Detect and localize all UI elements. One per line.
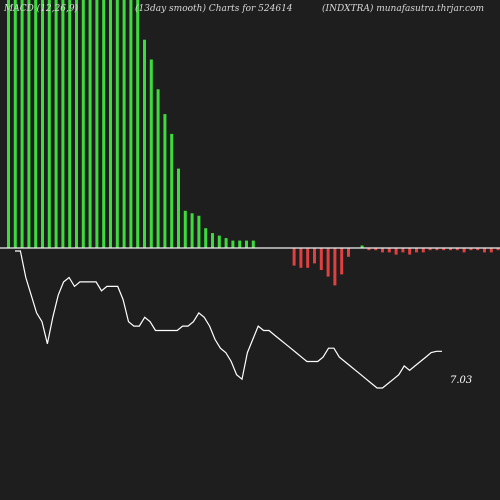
histogram-bar <box>251 240 255 248</box>
histogram-bar <box>442 248 446 251</box>
histogram-bars <box>7 0 500 286</box>
histogram-bar <box>489 248 493 253</box>
histogram-bar <box>217 235 221 248</box>
histogram-bar <box>428 248 432 251</box>
histogram-bar <box>41 0 44 248</box>
histogram-bar <box>374 248 378 251</box>
histogram-bar <box>211 233 214 248</box>
histogram-bar <box>75 0 78 248</box>
histogram-bar <box>224 238 228 248</box>
chart-header-right: (INDXTRA) munafasutra.thrjar.com <box>322 3 484 14</box>
histogram-bar <box>136 0 140 248</box>
histogram-bar <box>408 248 412 255</box>
histogram-bar <box>415 248 418 253</box>
histogram-bar <box>421 248 425 253</box>
histogram-bar <box>360 245 364 248</box>
histogram-bar <box>122 0 126 248</box>
histogram-bar <box>401 248 405 253</box>
histogram-bar <box>435 248 439 251</box>
histogram-bar <box>13 0 17 248</box>
histogram-bar <box>115 0 119 248</box>
histogram-bar <box>34 0 38 248</box>
histogram-bar <box>245 240 248 248</box>
histogram-bar <box>109 0 112 248</box>
histogram-bar <box>455 248 459 251</box>
histogram-bar <box>496 248 500 251</box>
histogram-bar <box>483 248 486 253</box>
histogram-bar <box>47 0 51 248</box>
histogram-bar <box>306 248 310 268</box>
histogram-bar <box>183 210 187 248</box>
histogram-bar <box>20 0 24 248</box>
histogram-bar <box>340 248 344 275</box>
histogram-bar <box>170 133 174 248</box>
histogram-bar <box>333 248 337 286</box>
histogram-bar <box>449 248 452 251</box>
histogram-bar <box>88 0 92 248</box>
histogram-bar <box>326 248 330 277</box>
histogram-bar <box>381 248 384 253</box>
histogram-bar <box>469 248 473 251</box>
histogram-bar <box>129 0 133 248</box>
chart-header-left: MACD (12,26,9) <box>3 3 79 14</box>
histogram-bar <box>27 0 31 248</box>
histogram-bar <box>68 0 72 248</box>
histogram-bar <box>238 240 242 248</box>
histogram-bar <box>197 215 201 248</box>
histogram-bar <box>190 213 194 248</box>
histogram-bar <box>387 248 391 253</box>
histogram-bar <box>476 248 480 251</box>
histogram-bar <box>394 248 398 255</box>
chart-header-center: (13day smooth) Charts for 524614 <box>135 3 293 14</box>
last-value-label: 7.03 <box>450 375 472 386</box>
histogram-bar <box>177 168 180 248</box>
histogram-bar <box>292 248 296 266</box>
histogram-bar <box>54 0 58 248</box>
histogram-bar <box>163 114 167 248</box>
histogram-bar <box>367 248 371 251</box>
histogram-bar <box>61 0 65 248</box>
histogram-bar <box>319 248 323 270</box>
histogram-bar <box>156 89 160 248</box>
histogram-bar <box>313 248 316 264</box>
histogram-bar <box>143 39 146 249</box>
histogram-bar <box>462 248 466 253</box>
histogram-bar <box>95 0 99 248</box>
histogram-bar <box>299 248 303 268</box>
histogram-bar <box>7 0 10 248</box>
histogram-bar <box>81 0 85 248</box>
histogram-bar <box>204 228 208 248</box>
histogram-bar <box>231 240 235 248</box>
histogram-bar <box>347 248 350 257</box>
histogram-bar <box>149 59 153 248</box>
macd-line <box>15 250 442 389</box>
histogram-bar <box>102 0 106 248</box>
